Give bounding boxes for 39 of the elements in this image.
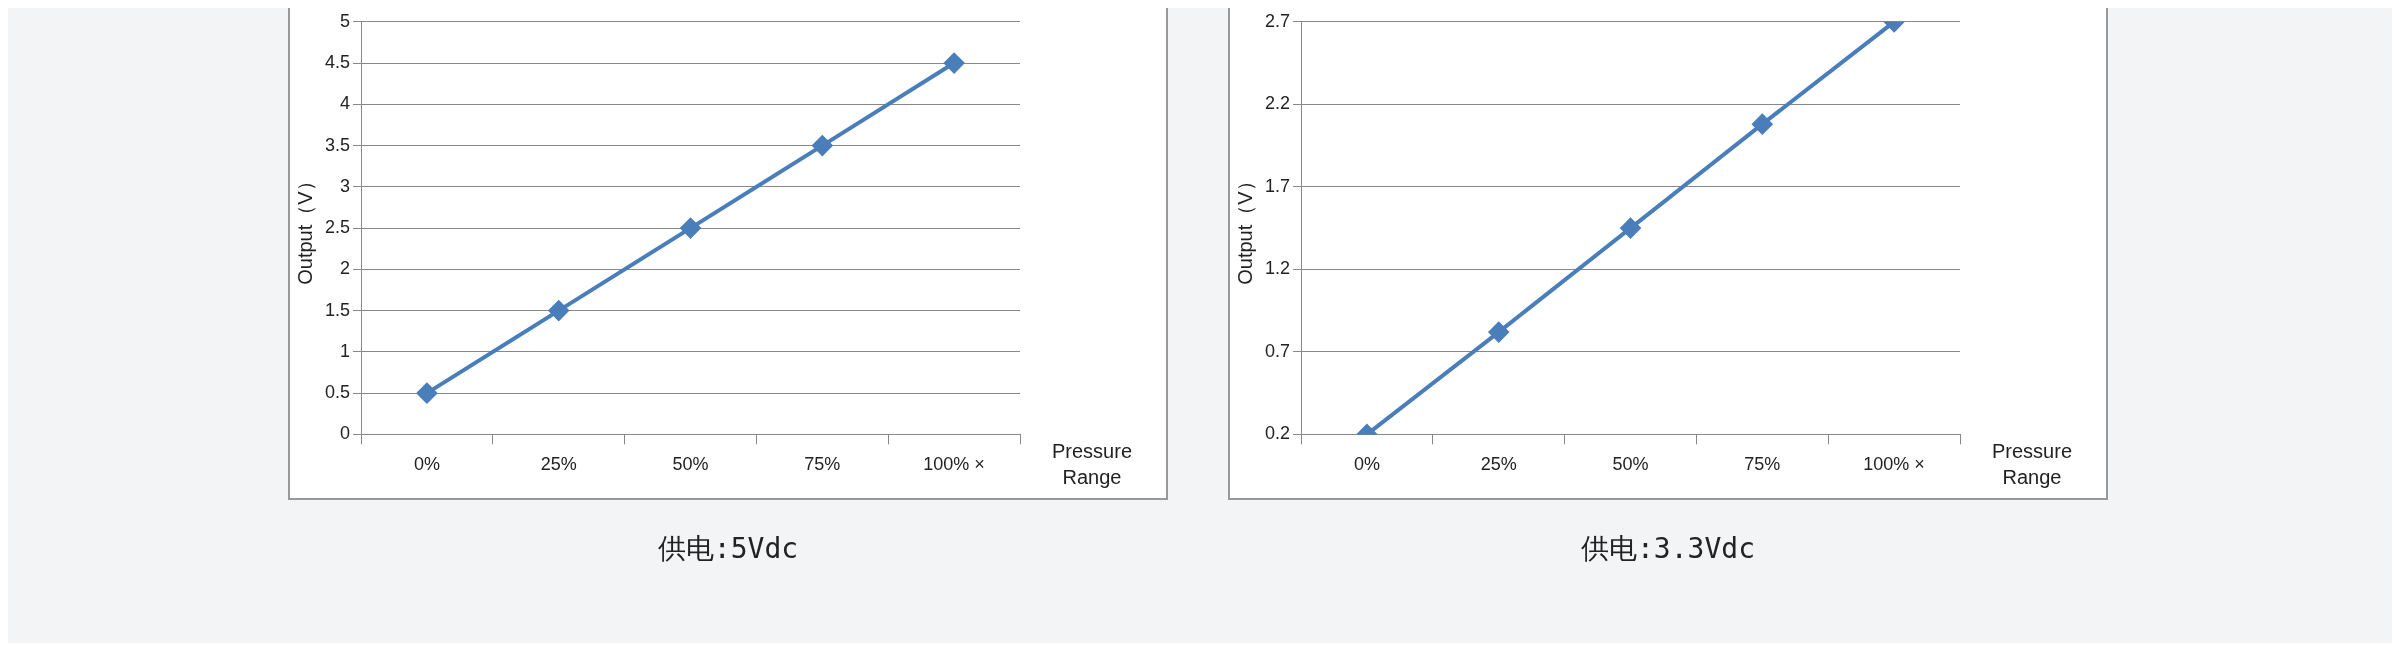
x-axis-title: Pressure Range (1991, 439, 2073, 488)
y-axis-title: Output（V） (1233, 171, 1256, 285)
x-tick-label: 100% × (923, 454, 985, 475)
y-tick-label: 0.5 (324, 382, 351, 403)
x-axis-title: Pressure Range (1051, 439, 1133, 488)
x-tick-label: 75% (1744, 454, 1781, 475)
text: 供电:5Vdc (656, 531, 800, 567)
x-tick-label: 25% (1480, 454, 1517, 475)
y-tick-label: 5 (340, 10, 351, 31)
y-tick-label: 3.5 (324, 134, 351, 155)
y-tick-label: 1.2 (1264, 258, 1291, 279)
text: 供电:3.3Vdc (1580, 531, 1756, 567)
y-tick-label: 2.5 (324, 217, 351, 238)
y-tick-label: 1.5 (324, 299, 351, 320)
y-tick-label: 0 (340, 423, 351, 444)
y-tick-label: 3 (340, 175, 351, 196)
y-tick-label: 2 (340, 258, 351, 279)
y-tick-label: 2.7 (1264, 10, 1291, 31)
y-tick-label: 4.5 (324, 52, 351, 73)
point (548, 300, 569, 321)
y-tick-label: 0.2 (1264, 423, 1291, 444)
y-tick-label: 0.7 (1264, 340, 1291, 361)
y-tick-label: 4 (340, 93, 351, 114)
x-tick-label: 0% (413, 454, 440, 475)
y-axis-title: Output（V） (293, 171, 316, 285)
x-tick-label: 50% (672, 454, 709, 475)
point (680, 218, 701, 239)
point (416, 383, 437, 404)
point (944, 53, 965, 74)
y-tick-label: 1.7 (1264, 175, 1291, 196)
x-tick-label: 50% (1612, 454, 1649, 475)
x-tick-label: 100% × (1863, 454, 1925, 475)
point (812, 135, 833, 156)
y-tick-label: 2.2 (1264, 93, 1291, 114)
point (1620, 218, 1641, 239)
x-tick-label: 0% (1353, 454, 1380, 475)
x-tick-label: 75% (804, 454, 841, 475)
x-tick-label: 25% (540, 454, 577, 475)
y-tick-label: 1 (340, 340, 351, 361)
